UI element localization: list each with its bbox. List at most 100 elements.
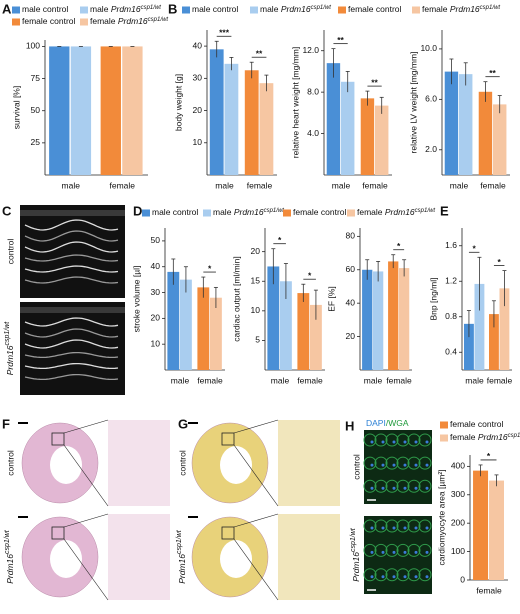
bar [473,470,489,580]
legend-label: female control [348,4,401,14]
row-label: Prdm16csp1/wt [176,529,187,584]
cell [385,519,399,533]
echo-trace [24,230,119,242]
cell [363,568,377,582]
nucleus [403,440,407,444]
significance: * [487,451,491,461]
echo-trace [24,351,119,359]
label-part: female control [450,419,503,429]
bar [341,81,355,175]
panel-letter: G [178,416,188,431]
zoom-image [108,514,170,600]
nucleus [414,463,418,467]
x-tick-label: female [247,180,273,190]
cell [374,568,388,582]
legend-swatch [12,6,20,14]
bar [489,314,499,370]
gene: Prdm16 [118,16,148,26]
y-tick-label: 300 [451,489,465,499]
nucleus [425,440,429,444]
y-axis-label: stroke volume [µl] [131,266,141,333]
nucleus [370,440,374,444]
legend-swatch [347,209,355,217]
nucleus [370,463,374,467]
echo-trace [24,276,119,284]
zoom-image [278,420,340,506]
nucleus [381,440,385,444]
bar [499,288,510,370]
legend-swatch [250,6,258,14]
nucleus [414,550,418,554]
bar [388,261,399,370]
bar [464,323,474,370]
nucleus [392,526,396,530]
cell [418,433,432,447]
superscript: csp1/wt [4,321,11,346]
cell [407,479,421,493]
nucleus [370,486,374,490]
bar [280,281,292,370]
x-tick-label: female [386,375,412,385]
lumen [50,446,82,484]
nucleus [370,575,374,579]
row-label: control [351,454,361,480]
legend-label: female control [450,419,503,429]
y-tick-label: 0.8 [445,311,457,321]
y-tick-label: 20 [346,331,356,341]
zoom-image [108,420,170,506]
cell [363,519,377,533]
nucleus [370,526,374,530]
stain-dapi: DAPI [366,418,386,428]
y-tick-label: 10 [193,137,203,147]
legend-label: female Prdm16csp1/wt [90,16,168,26]
gene: Prdm16 [450,4,480,14]
row-label: Prdm16csp1/wt [4,529,15,584]
echo-trace [24,339,119,349]
row-label: control [5,239,15,265]
nucleus [403,463,407,467]
nucleus [414,526,418,530]
nucleus [392,550,396,554]
nucleus [425,486,429,490]
x-tick-label: male [215,180,234,190]
nucleus [381,486,385,490]
gene: Prdm16 [478,432,508,442]
cell [385,543,399,557]
legend-swatch [440,434,448,442]
y-tick-label: 40 [151,261,161,271]
x-tick-label: female [480,180,506,190]
bar [474,283,485,370]
cell [385,433,399,447]
cell [396,433,410,447]
lumen [220,540,252,578]
lumen [220,446,252,484]
zoom-line [63,538,109,601]
label-part: male [90,4,109,14]
y-axis-label: relative heart weight [mg/mm] [290,47,300,158]
y-tick-label: 30 [193,73,203,83]
cell [407,456,421,470]
echo-trace [24,373,119,381]
cell [418,456,432,470]
nucleus [425,550,429,554]
panel-letter: F [2,416,10,431]
legend-swatch [182,6,190,14]
nucleus [392,486,396,490]
legend-label: female control [293,207,346,217]
cell [396,456,410,470]
label-part: male control [192,4,238,14]
y-tick-label: 20 [193,105,203,115]
panel-letter: C [2,203,12,218]
cell [363,433,377,447]
lumen [50,540,82,578]
echo-trace [24,219,119,231]
label-part: male control [152,207,198,217]
nucleus [425,575,429,579]
label-part: male [213,207,232,217]
superscript: csp1/wt [141,5,162,11]
bar [100,46,121,175]
y-tick-label: 12.0 [302,45,319,55]
cell [363,543,377,557]
legend-swatch [338,6,346,14]
cell [374,519,388,533]
